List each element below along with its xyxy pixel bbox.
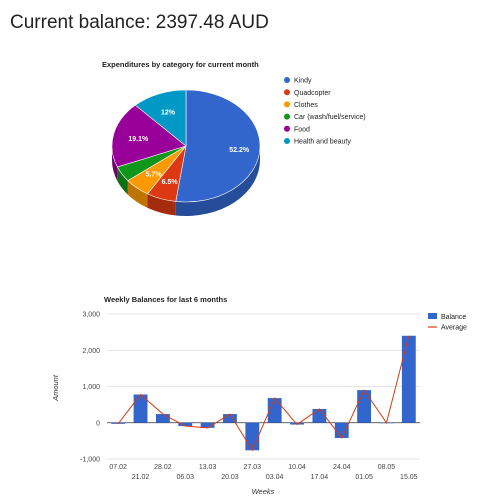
balance-bar-11[interactable] — [357, 390, 372, 423]
pie-legend-marker-5 — [284, 138, 290, 144]
balance-bar-13[interactable] — [401, 335, 416, 423]
pie-legend-marker-4 — [284, 125, 290, 132]
balance-bar-1[interactable] — [133, 394, 148, 423]
x-tick-label-2: 28.02 — [154, 464, 172, 471]
x-tick-label-8: 10.04 — [288, 464, 306, 471]
pie-legend-label-5: Health and beauty — [294, 139, 351, 146]
balance-bar-2[interactable] — [155, 414, 170, 423]
pie-slice-4[interactable] — [111, 104, 187, 168]
pie-slice-label-5: 12% — [161, 110, 176, 117]
pie-legend-label-1: Quadcopter — [294, 90, 331, 97]
balance-bar-10[interactable] — [334, 422, 349, 438]
balance-bar-4[interactable] — [200, 422, 215, 428]
x-tick-label-6: 27.03 — [244, 464, 262, 471]
pie-legend-marker-3 — [284, 113, 290, 120]
x-tick-label-3: 06.03 — [176, 474, 194, 481]
bar-chart-title: Weekly Balances for last 6 months — [104, 295, 227, 304]
x-tick-label-1: 21.02 — [132, 474, 150, 481]
pie-slice-label-1: 6.5% — [162, 179, 179, 186]
pie-side-1 — [147, 193, 176, 216]
x-tick-label-4: 13.03 — [199, 464, 217, 471]
pie-side-3 — [117, 166, 128, 195]
y-tick-label-4: 3,000 — [82, 312, 100, 319]
x-tick-label-10: 24.04 — [333, 464, 351, 471]
pie-chart-title: Expenditures by category for current mon… — [102, 60, 259, 69]
pie-legend-label-4: Food — [294, 126, 310, 133]
expenditure-pie-chart: Expenditures by category for current mon… — [102, 60, 366, 216]
x-tick-label-13: 15.05 — [400, 474, 418, 481]
legend-average-label: Average — [441, 325, 467, 332]
x-tick-label-5: 20.03 — [221, 474, 239, 481]
pie-slice-label-2: 5.7% — [146, 172, 163, 179]
pie-side-2 — [127, 180, 148, 208]
pie-side-4 — [112, 146, 118, 181]
y-tick-label-1: 0 — [96, 420, 100, 427]
legend-balance-label: Balance — [441, 314, 466, 321]
pie-slice-0[interactable] — [175, 89, 261, 203]
current-balance: Current balance: 2397.48 AUD — [10, 12, 269, 34]
x-tick-label-9: 17.04 — [311, 474, 329, 481]
pie-legend-label-2: Clothes — [294, 102, 318, 109]
pie-legend-marker-0 — [284, 77, 290, 83]
pie-side-0 — [175, 146, 260, 216]
y-axis-label: Amount — [51, 374, 60, 402]
balance-bar-6[interactable] — [245, 422, 260, 451]
pie-legend-marker-2 — [284, 101, 290, 108]
y-tick-label-0: -1,000 — [80, 457, 100, 464]
balance-label: Current balance: — [10, 12, 151, 33]
average-line — [117, 335, 410, 452]
y-tick-label-2: 1,000 — [82, 384, 100, 391]
x-tick-label-12: 08.05 — [378, 464, 396, 471]
balance-bar-9[interactable] — [312, 408, 327, 423]
x-axis-label: Weeks — [252, 487, 275, 496]
x-tick-label-11: 01.05 — [355, 474, 373, 481]
balance-bar-5[interactable] — [223, 414, 237, 423]
pie-slice-label-0: 52.2% — [229, 147, 250, 154]
x-tick-label-7: 03.04 — [266, 474, 284, 481]
balance-bar-7[interactable] — [267, 398, 282, 423]
x-tick-label-0: 07.02 — [109, 464, 127, 471]
pie-slice-5[interactable] — [134, 89, 187, 147]
balance-bar-3[interactable] — [178, 422, 193, 427]
weekly-balance-chart: Weekly Balances for last 6 months -1,000… — [51, 295, 467, 496]
pie-slice-label-4: 19.1% — [128, 136, 149, 143]
pie-legend-label-3: Car (wash/fuel/service) — [294, 114, 366, 121]
balance-amount: 2397.48 — [155, 12, 225, 33]
pie-legend-label-0: Kindy — [294, 78, 312, 85]
balance-currency: AUD — [228, 12, 269, 33]
balance-bar-8[interactable] — [290, 422, 304, 425]
y-tick-label-3: 2,000 — [82, 348, 100, 355]
pie-legend-marker-1 — [284, 89, 290, 96]
legend-balance-swatch — [428, 313, 437, 319]
